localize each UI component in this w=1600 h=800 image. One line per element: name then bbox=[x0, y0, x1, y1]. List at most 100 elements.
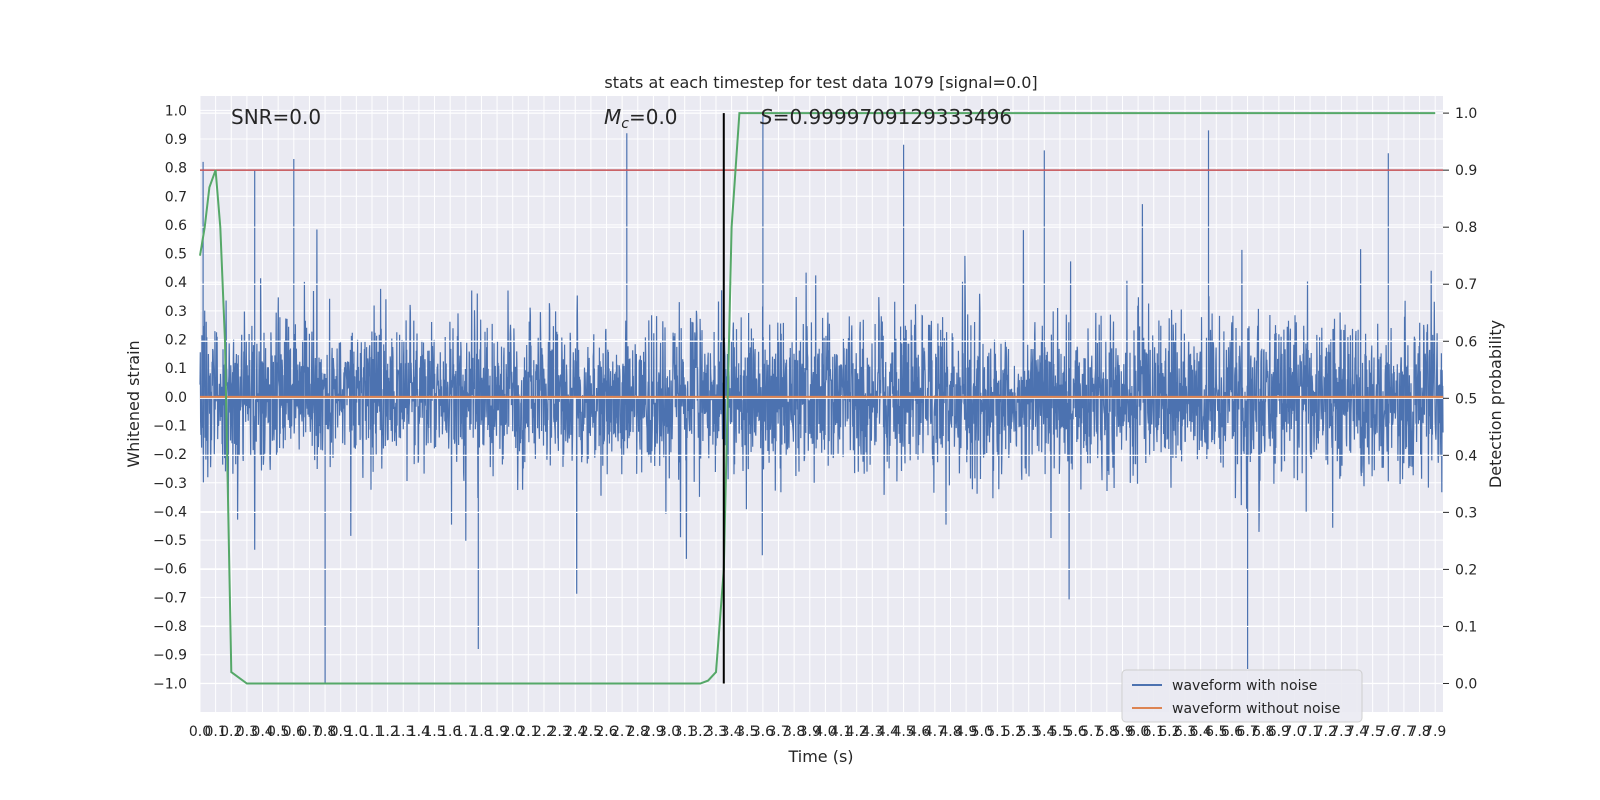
s-annotation: S=0.9999709129333496 bbox=[760, 105, 1012, 129]
y-tick-label: −0.4 bbox=[153, 504, 187, 520]
y-right-tick-label: 0.0 bbox=[1455, 676, 1477, 692]
y-tick-label: −0.1 bbox=[153, 418, 187, 434]
y-tick-label: 0.5 bbox=[165, 247, 187, 263]
x-tick-label: 2.6 bbox=[595, 724, 617, 740]
s-symbol: S bbox=[760, 105, 773, 129]
x-tick-label: 2.5 bbox=[580, 724, 602, 740]
y-right-tick-label: 0.2 bbox=[1455, 562, 1477, 578]
x-tick-label: 1.8 bbox=[470, 724, 492, 740]
y-tick-label: 0.7 bbox=[165, 189, 187, 205]
y-tick-label: 0.0 bbox=[165, 390, 187, 406]
y-tick-label: −0.8 bbox=[153, 619, 187, 635]
x-tick-label: 6.9 bbox=[1268, 724, 1290, 740]
y-tick-label: −0.2 bbox=[153, 447, 187, 463]
y-tick-label: −0.7 bbox=[153, 590, 187, 606]
x-tick-label: 4.1 bbox=[830, 724, 852, 740]
x-tick-label: 5.8 bbox=[1096, 724, 1118, 740]
y-tick-label: 0.4 bbox=[165, 275, 187, 291]
chart-title: stats at each timestep for test data 107… bbox=[604, 73, 1037, 92]
x-tick-label: 0.2 bbox=[220, 724, 242, 740]
x-tick-label: 1.7 bbox=[455, 724, 477, 740]
x-tick-label: 2.2 bbox=[533, 724, 555, 740]
x-tick-label: 3.2 bbox=[689, 724, 711, 740]
x-tick-label: 0.6 bbox=[283, 724, 305, 740]
x-tick-label: 5.9 bbox=[1111, 724, 1133, 740]
y-tick-label: 0.1 bbox=[165, 361, 187, 377]
y-right-tick-label: 0.5 bbox=[1455, 391, 1477, 407]
y-tick-label: −1.0 bbox=[153, 676, 187, 692]
y-right-tick-label: 0.4 bbox=[1455, 448, 1477, 464]
y-tick-label: 0.9 bbox=[165, 132, 187, 148]
overlays bbox=[199, 112, 1443, 685]
x-tick-label: 0.0 bbox=[189, 724, 211, 740]
x-tick-label: 5.0 bbox=[971, 724, 993, 740]
x-tick-label: 6.0 bbox=[1127, 724, 1149, 740]
x-tick-label: 3.8 bbox=[783, 724, 805, 740]
x-tick-label: 2.3 bbox=[548, 724, 570, 740]
x-tick-label: 0.4 bbox=[251, 724, 273, 740]
mc-annotation: Mc=0.0 bbox=[604, 105, 678, 132]
x-tick-label: 5.2 bbox=[1002, 724, 1024, 740]
x-tick-label: 4.2 bbox=[846, 724, 868, 740]
x-tick-label: 4.0 bbox=[814, 724, 836, 740]
x-axis-title: Time (s) bbox=[787, 747, 853, 766]
x-tick-label: 4.3 bbox=[861, 724, 883, 740]
detection-probability-line bbox=[199, 112, 1436, 685]
x-tick-label: 1.6 bbox=[439, 724, 461, 740]
x-tick-label: 1.0 bbox=[345, 724, 367, 740]
x-tick-label: 3.4 bbox=[720, 724, 742, 740]
y-right-tick-label: 1.0 bbox=[1455, 106, 1477, 122]
x-tick-label: 5.6 bbox=[1064, 724, 1086, 740]
x-tick-label: 6.8 bbox=[1252, 724, 1274, 740]
y-tick-label: −0.3 bbox=[153, 476, 187, 492]
x-tick-label: 3.0 bbox=[658, 724, 680, 740]
y-tick-label: 0.8 bbox=[165, 161, 187, 177]
x-tick-label: 1.5 bbox=[423, 724, 445, 740]
y-tick-label: −0.5 bbox=[153, 533, 187, 549]
x-tick-label: 0.1 bbox=[205, 724, 227, 740]
x-tick-label: 6.3 bbox=[1174, 724, 1196, 740]
y-tick-label: −0.9 bbox=[153, 648, 187, 664]
x-tick-label: 3.9 bbox=[799, 724, 821, 740]
legend-label-clean: waveform without noise bbox=[1172, 701, 1340, 717]
x-tick-label: 4.7 bbox=[924, 724, 946, 740]
legend: waveform with noise waveform without noi… bbox=[1121, 669, 1363, 723]
y-tick-label: 1.0 bbox=[165, 103, 187, 119]
x-tick-label: 7.6 bbox=[1377, 724, 1399, 740]
snr-annotation: SNR=0.0 bbox=[231, 105, 321, 129]
x-tick-label: 6.4 bbox=[1190, 724, 1212, 740]
mc-subscript: c bbox=[621, 116, 629, 132]
x-tick-label: 3.1 bbox=[674, 724, 696, 740]
s-value: =0.9999709129333496 bbox=[773, 105, 1012, 129]
x-tick-label: 0.8 bbox=[314, 724, 336, 740]
x-tick-label: 0.9 bbox=[330, 724, 352, 740]
x-tick-label: 0.7 bbox=[298, 724, 320, 740]
x-tick-label: 2.0 bbox=[502, 724, 524, 740]
x-tick-label: 7.5 bbox=[1362, 724, 1384, 740]
x-tick-label: 6.2 bbox=[1158, 724, 1180, 740]
x-tick-label: 0.3 bbox=[236, 724, 258, 740]
legend-box bbox=[1121, 669, 1363, 723]
y-tick-label: 0.6 bbox=[165, 218, 187, 234]
x-tick-label: 5.4 bbox=[1033, 724, 1055, 740]
y-right-tick-label: 0.3 bbox=[1455, 505, 1477, 521]
x-tick-label: 4.8 bbox=[939, 724, 961, 740]
x-tick-label: 7.8 bbox=[1408, 724, 1430, 740]
x-tick-label: 4.9 bbox=[955, 724, 977, 740]
x-tick-label: 2.7 bbox=[611, 724, 633, 740]
x-tick-label: 1.1 bbox=[361, 724, 383, 740]
axes: 0.00.10.20.30.40.50.60.70.80.91.01.11.21… bbox=[153, 103, 1477, 740]
x-tick-label: 5.7 bbox=[1080, 724, 1102, 740]
x-tick-label: 5.5 bbox=[1049, 724, 1071, 740]
x-tick-label: 3.7 bbox=[767, 724, 789, 740]
x-tick-label: 6.1 bbox=[1143, 724, 1165, 740]
x-tick-label: 7.9 bbox=[1424, 724, 1446, 740]
x-tick-label: 1.3 bbox=[392, 724, 414, 740]
x-tick-label: 7.0 bbox=[1283, 724, 1305, 740]
y-tick-label: 0.3 bbox=[165, 304, 187, 320]
x-tick-label: 2.4 bbox=[564, 724, 586, 740]
x-tick-label: 6.5 bbox=[1205, 724, 1227, 740]
y-right-tick-label: 0.9 bbox=[1455, 163, 1477, 179]
x-tick-label: 7.3 bbox=[1330, 724, 1352, 740]
y-right-tick-label: 0.1 bbox=[1455, 619, 1477, 635]
